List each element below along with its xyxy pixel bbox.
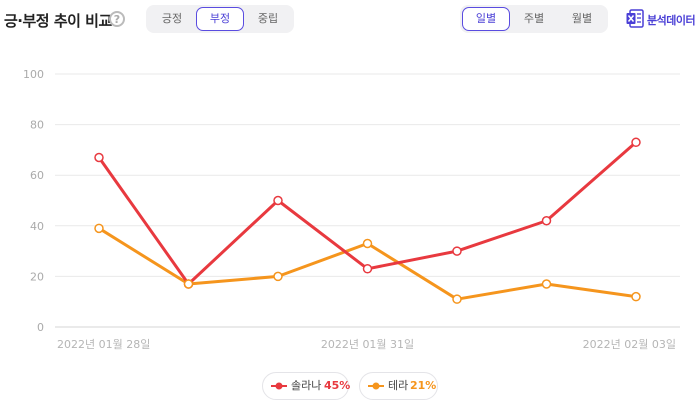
excel-icon <box>626 9 644 28</box>
data-point <box>362 238 373 249</box>
data-point <box>94 223 104 234</box>
data-point <box>541 279 552 289</box>
sentiment-toggle: 긍정 부정 중립 <box>146 5 294 33</box>
legend-share-solana: 45% <box>324 379 351 392</box>
tab-negative[interactable]: 부정 <box>196 7 244 31</box>
tab-positive[interactable]: 긍정 <box>161 12 183 25</box>
data-point <box>631 291 641 302</box>
question-circle-icon[interactable]: ? <box>109 11 125 27</box>
data-point <box>362 264 373 274</box>
page-title: 긍·부정 추이 비교 <box>4 12 112 30</box>
y-tick-label: 0 <box>37 321 44 334</box>
legend-marker-terra <box>368 382 384 390</box>
x-tick-label: 2022년 02월 03일 <box>583 337 676 351</box>
series-line <box>97 140 638 286</box>
legend-item-solana[interactable]: 솔라나 45% <box>262 372 351 400</box>
data-point <box>183 279 194 289</box>
data-point <box>273 271 283 282</box>
x-tick-label: 2022년 01월 31일 <box>321 337 414 351</box>
tab-neutral[interactable]: 중립 <box>257 12 279 25</box>
tab-daily[interactable]: 일별 <box>462 7 510 31</box>
y-tick-label: 40 <box>30 220 44 233</box>
legend-share-terra: 21% <box>410 379 437 392</box>
tab-weekly[interactable]: 주별 <box>523 12 545 25</box>
y-tick-label: 20 <box>30 270 44 283</box>
data-point <box>273 195 283 206</box>
chart-legend: 솔라나 45% 테라 21% <box>0 372 700 402</box>
data-point <box>631 137 641 148</box>
legend-item-terra[interactable]: 테라 21% <box>359 372 438 400</box>
data-point <box>94 152 104 163</box>
analysis-data-label: 분석데이터 <box>647 14 696 27</box>
y-tick-label: 60 <box>30 169 44 182</box>
legend-marker-solana <box>271 382 287 390</box>
x-tick-label: 2022년 01월 28일 <box>57 337 150 351</box>
tab-monthly[interactable]: 월별 <box>571 12 593 25</box>
data-point <box>452 246 462 256</box>
period-toggle: 일별 주별 월별 <box>460 5 608 33</box>
chart-header: 긍·부정 추이 비교 ? 긍정 부정 중립 일별 주별 월별 분석데이터 <box>0 0 700 40</box>
legend-label-solana: 솔라나 <box>291 379 322 392</box>
data-point <box>541 215 552 226</box>
line-chart: 0 20 40 60 80 100 2022년 01월 28일 2022년 01월 31일 20… <box>23 68 680 351</box>
y-tick-label: 80 <box>30 119 44 132</box>
legend-label-terra: 테라 <box>388 379 409 392</box>
data-point <box>452 294 462 304</box>
y-tick-label: 100 <box>23 68 44 81</box>
